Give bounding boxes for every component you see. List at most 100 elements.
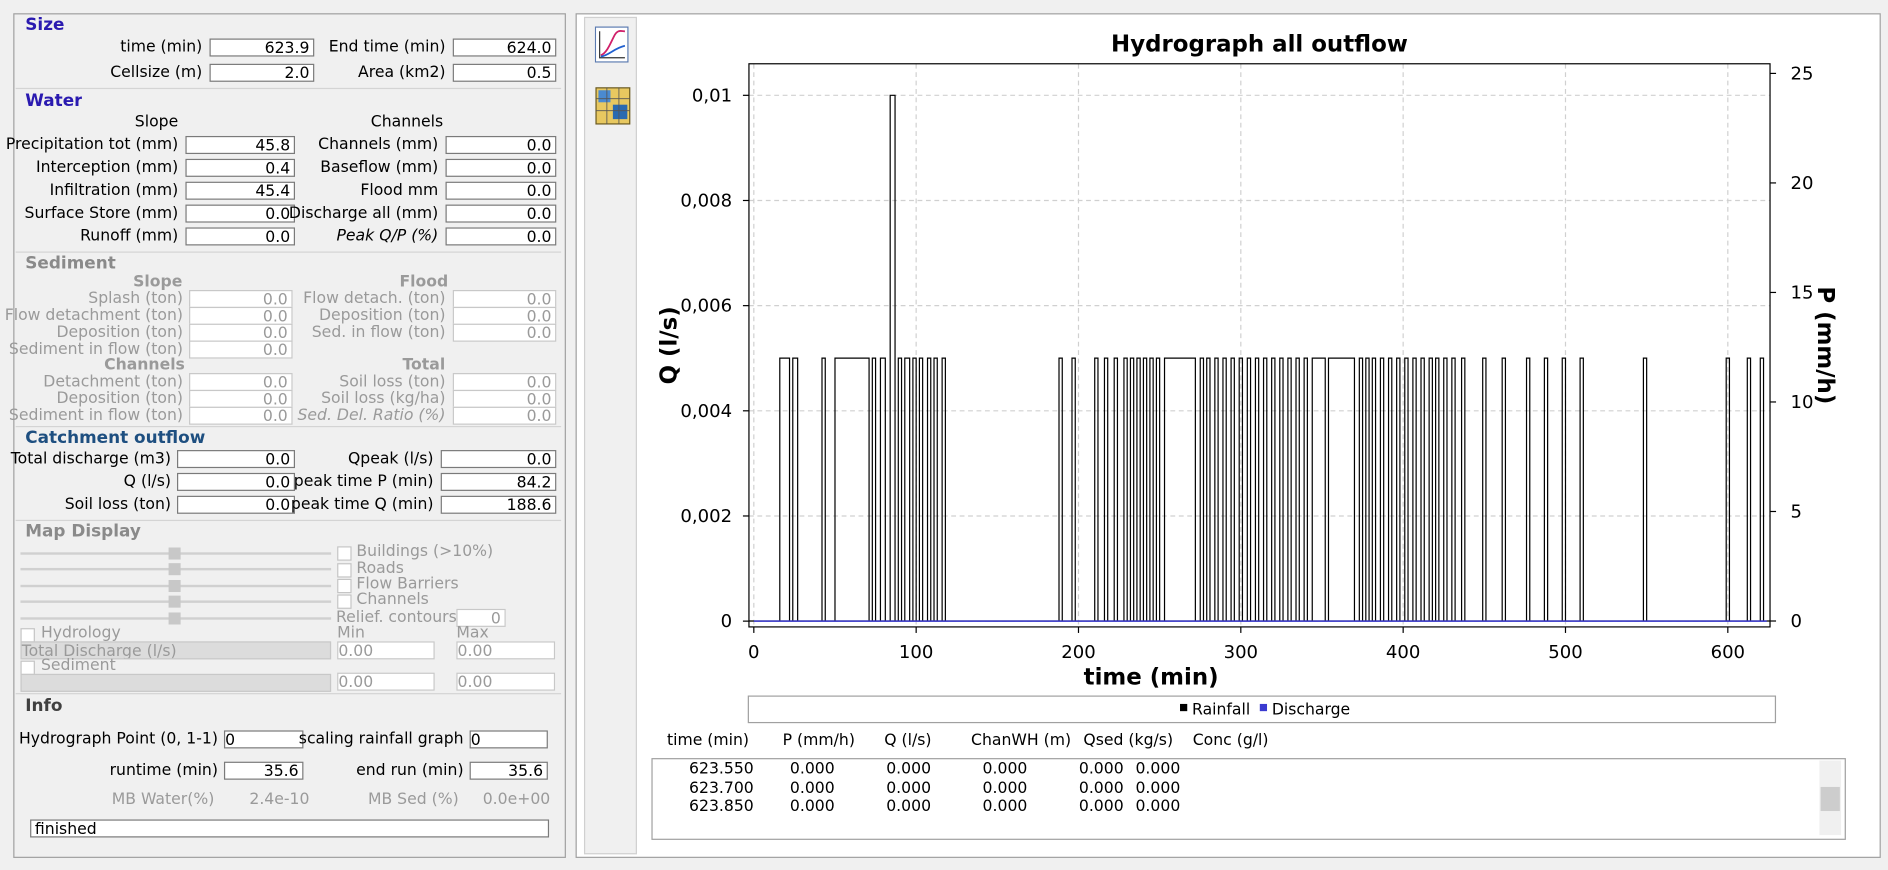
value-box: 35.6 — [469, 761, 548, 780]
legend-box — [747, 695, 1777, 724]
label: Conc (g/l) — [1192, 731, 1269, 750]
label: Channels — [356, 590, 429, 609]
label: end run (min) — [356, 761, 464, 780]
value-box: 0.0 — [189, 340, 293, 359]
value-box: 0.0 — [177, 450, 296, 469]
map-tab-icon[interactable] — [595, 87, 631, 126]
label: time (min) — [666, 731, 750, 750]
slider-knob — [168, 563, 181, 576]
label: 2.4e-10 — [249, 790, 310, 809]
label: 0.000 — [886, 760, 932, 779]
checkbox — [337, 578, 352, 594]
label: Infiltration (mm) — [49, 181, 179, 200]
label: Sediment in flow (ton) — [8, 406, 184, 425]
value-box: 0.0 — [452, 306, 557, 325]
value-box: 45.4 — [185, 181, 296, 200]
label: 0.000 — [886, 797, 932, 816]
label: Hydrograph Point (0, 1-1) — [18, 730, 218, 749]
value-box: 0.0 — [177, 472, 296, 491]
label: Surface Store (mm) — [24, 204, 179, 223]
checkbox — [337, 594, 352, 609]
label: Q (l/s) — [123, 472, 171, 491]
label: scaling rainfall graph — [298, 730, 464, 749]
label: Sed. Del. Ratio (%) — [297, 406, 446, 425]
value-box: 0.0 — [445, 135, 557, 155]
label: Buildings (>10%) — [356, 542, 494, 561]
value-box: 0.0 — [440, 450, 557, 469]
label: peak time Q (min) — [290, 495, 434, 514]
value-box: 0.0 — [452, 323, 557, 342]
label: 0.000 — [1078, 760, 1124, 779]
value-box: 0 — [469, 730, 548, 749]
label: MB Water(%) — [111, 790, 215, 809]
value-box: 2.0 — [209, 63, 315, 82]
combo: Total Discharge (l/s) — [20, 641, 332, 660]
value-box: 0.0 — [177, 495, 296, 514]
value-box: 624.0 — [452, 38, 557, 57]
label: Deposition (ton) — [56, 389, 184, 408]
label: peak time P (min) — [293, 472, 434, 491]
value-box: 623.9 — [209, 38, 315, 57]
label: Soil loss (ton) — [339, 373, 446, 392]
label: Soil loss (kg/ha) — [321, 389, 446, 408]
value-box: 0.4 — [185, 158, 296, 177]
label: Q (l/s) — [884, 731, 932, 750]
value-box: 0.0 — [185, 227, 296, 246]
label: 0.000 — [1078, 779, 1124, 798]
scroll-thumb[interactable] — [1820, 786, 1840, 812]
value-box: 0.00 — [337, 672, 435, 691]
label: Map Display — [25, 522, 141, 542]
value-box: 0.0 — [445, 204, 557, 223]
label: 0.000 — [1135, 760, 1181, 779]
checkbox — [337, 563, 352, 578]
value-box: 188.6 — [440, 495, 557, 514]
label: End time (min) — [328, 38, 446, 57]
label: 0.000 — [1135, 779, 1181, 798]
value-box: 0.0 — [452, 389, 557, 408]
value-box: 0.00 — [456, 641, 556, 660]
value-box: 0.0 — [445, 158, 557, 177]
label: Roads — [356, 559, 404, 578]
label: Qsed (kg/s) — [1083, 731, 1174, 750]
label: Splash (ton) — [88, 289, 184, 309]
value-box: 0.0 — [445, 181, 557, 200]
value-box: 0.0 — [452, 373, 557, 392]
label: Channels — [104, 356, 185, 375]
checkbox — [337, 546, 352, 561]
label: Baseflow (mm) — [320, 158, 439, 177]
label: Sediment — [25, 253, 116, 274]
label: Soil loss (ton) — [64, 495, 171, 514]
label: Peak Q/P (%) — [336, 227, 439, 246]
scrollbar[interactable] — [1819, 760, 1842, 836]
label: Flood — [399, 273, 449, 292]
label: Slope — [133, 273, 183, 292]
label: Sediment — [40, 657, 116, 676]
label: Total — [402, 356, 446, 375]
label: Deposition (ton) — [318, 306, 446, 325]
value-box: 0.0 — [452, 406, 557, 425]
label: 0.000 — [789, 797, 835, 816]
value-box: 0.0 — [189, 306, 293, 325]
label: Precipitation tot (mm) — [5, 135, 179, 155]
value-box: 0.0 — [452, 289, 557, 309]
label: P (mm/h) — [782, 731, 855, 750]
label: Hydrology — [40, 624, 121, 643]
separator — [15, 693, 562, 695]
value-box: finished — [30, 819, 550, 838]
label: Flood mm — [360, 181, 439, 200]
output-table-box — [651, 758, 1846, 840]
value-box: 0 — [223, 730, 304, 749]
value-box: 45.8 — [185, 135, 296, 155]
slider-knob — [168, 579, 181, 593]
value-box: 0.0 — [185, 204, 296, 223]
graph-tab-icon[interactable] — [594, 26, 629, 63]
label: 0.000 — [1135, 797, 1181, 816]
label: Total discharge (m3) — [10, 450, 171, 469]
label: Info — [25, 696, 63, 716]
value-box: 0.00 — [456, 672, 556, 691]
label: 0.000 — [886, 779, 932, 798]
label: Min — [337, 624, 365, 643]
separator — [15, 519, 562, 522]
